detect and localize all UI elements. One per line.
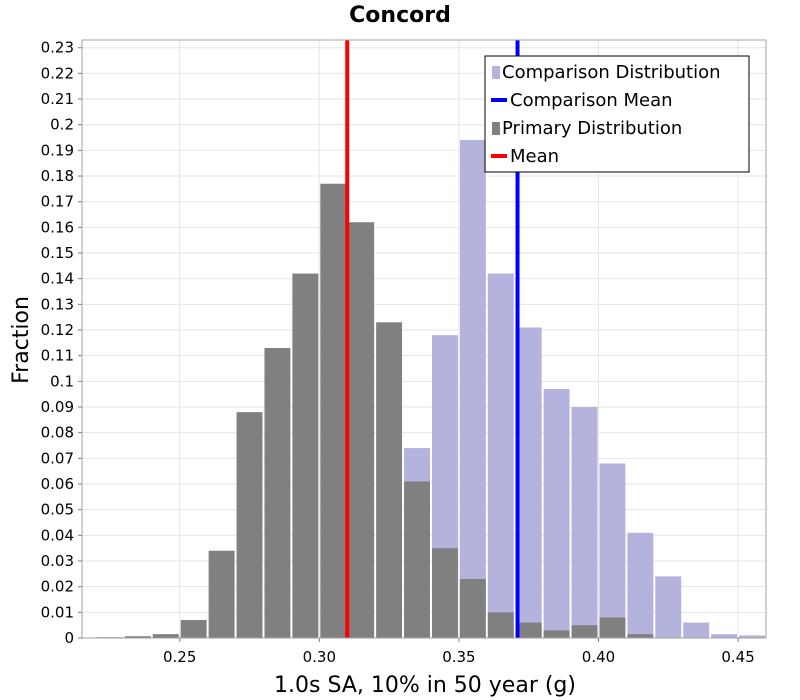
primary-bar bbox=[459, 578, 486, 638]
legend: Comparison Distribution Comparison Mean Pr… bbox=[484, 55, 750, 173]
primary-bar bbox=[264, 347, 291, 638]
primary-bar bbox=[571, 625, 598, 638]
primary-bar bbox=[543, 630, 570, 638]
comparison-bar bbox=[571, 407, 598, 638]
comparison-bar bbox=[655, 576, 682, 638]
y-tick-label: 0 bbox=[64, 629, 74, 647]
y-tick-label: 0.05 bbox=[41, 501, 74, 519]
primary-bar bbox=[180, 620, 207, 638]
comparison-bar bbox=[459, 140, 486, 638]
x-tick-label: 0.40 bbox=[582, 648, 615, 666]
y-tick-label: 0.08 bbox=[41, 424, 74, 442]
legend-label: Comparison Mean bbox=[510, 90, 673, 111]
legend-label: Primary Distribution bbox=[502, 118, 682, 139]
x-tick-label: 0.35 bbox=[442, 648, 475, 666]
y-tick-label: 0.11 bbox=[41, 347, 74, 365]
primary-bar bbox=[320, 183, 347, 638]
y-tick-label: 0.13 bbox=[41, 295, 74, 313]
y-tick-label: 0.17 bbox=[41, 193, 74, 211]
legend-label: Comparison Distribution bbox=[502, 62, 721, 83]
legend-swatch bbox=[492, 66, 500, 79]
y-tick-label: 0.15 bbox=[41, 244, 74, 262]
primary-bar bbox=[515, 622, 542, 638]
primary-bar bbox=[236, 412, 263, 638]
legend-label: Mean bbox=[510, 146, 559, 167]
y-tick-label: 0.04 bbox=[41, 526, 74, 544]
y-axis: 0 0.01 0.02 0.03 0.04 0.05 0.06 0.07 0.08 0.09 0.1… bbox=[41, 39, 82, 647]
y-tick-label: 0.1 bbox=[50, 372, 74, 390]
y-tick-label: 0.23 bbox=[41, 39, 74, 57]
y-tick-label: 0.01 bbox=[41, 603, 74, 621]
primary-bar bbox=[599, 617, 626, 638]
y-tick-label: 0.19 bbox=[41, 141, 74, 159]
primary-bar bbox=[152, 634, 179, 638]
comparison-bar bbox=[599, 463, 626, 638]
primary-bar bbox=[431, 548, 458, 638]
x-tick-label: 0.45 bbox=[721, 648, 754, 666]
x-tick-label: 0.25 bbox=[163, 648, 196, 666]
y-tick-label: 0.22 bbox=[41, 64, 74, 82]
primary-bar bbox=[404, 481, 430, 638]
comparison-bar bbox=[543, 389, 570, 638]
legend-swatch bbox=[492, 122, 500, 135]
y-tick-label: 0.03 bbox=[41, 552, 74, 570]
primary-bar bbox=[292, 273, 319, 638]
x-axis: 0.25 0.30 0.35 0.40 0.45 bbox=[163, 638, 755, 666]
x-tick-label: 0.30 bbox=[303, 648, 336, 666]
y-tick-label: 0.16 bbox=[41, 218, 74, 236]
y-tick-label: 0.2 bbox=[50, 116, 74, 134]
comparison-bar bbox=[515, 327, 542, 638]
primary-bar bbox=[376, 322, 403, 638]
comparison-bar bbox=[711, 634, 738, 638]
y-tick-label: 0.06 bbox=[41, 475, 74, 493]
primary-distribution-bars bbox=[96, 183, 654, 638]
comparison-bar bbox=[683, 622, 710, 638]
chart-title: Concord bbox=[349, 3, 451, 28]
legend-box bbox=[484, 55, 750, 173]
y-tick-label: 0.02 bbox=[41, 578, 74, 596]
primary-bar bbox=[208, 550, 235, 638]
y-axis-label: Fraction bbox=[9, 296, 34, 384]
y-tick-label: 0.12 bbox=[41, 321, 74, 339]
y-tick-label: 0.21 bbox=[41, 90, 74, 108]
y-tick-label: 0.07 bbox=[41, 449, 74, 467]
y-tick-label: 0.09 bbox=[41, 398, 74, 416]
y-tick-label: 0.14 bbox=[41, 270, 74, 288]
comparison-bar bbox=[487, 273, 514, 638]
comparison-bar bbox=[627, 532, 654, 638]
x-axis-label: 1.0s SA, 10% in 50 year (g) bbox=[274, 673, 576, 698]
primary-bar bbox=[124, 636, 151, 638]
primary-bar bbox=[348, 222, 375, 638]
comparison-bar bbox=[739, 635, 765, 638]
primary-bar bbox=[487, 612, 514, 638]
primary-bar bbox=[627, 634, 654, 638]
y-tick-label: 0.18 bbox=[41, 167, 74, 185]
